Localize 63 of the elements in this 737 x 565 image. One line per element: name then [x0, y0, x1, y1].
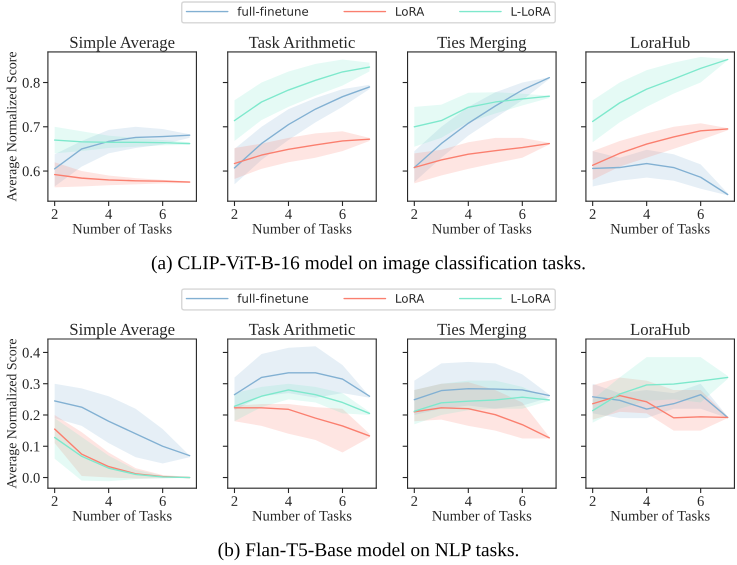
line-series [54, 400, 190, 456]
chart-title: LoraHub [630, 323, 690, 335]
x-tick-label: 2 [590, 209, 596, 219]
chart-title: Task Arithmetic [248, 323, 355, 335]
x-tick-label: 4 [464, 496, 472, 506]
x-tick-label: 6 [160, 209, 166, 220]
x-axis-title: Number of Tasks [432, 223, 532, 234]
legend-label: L-LoRA [512, 7, 550, 16]
x-tick-label: 2 [231, 209, 238, 219]
x-axis-title: Number of Tasks [610, 223, 710, 234]
x-axis-title: Number of Tasks [252, 223, 352, 234]
line-series [54, 436, 190, 478]
y-axis-title: Average Normalized Score [6, 52, 20, 202]
x-tick-label: 2 [411, 209, 418, 219]
x-tick-label: 4 [464, 209, 472, 219]
y-tick-label: 0.3 [22, 379, 40, 389]
x-tick-label: 6 [519, 209, 526, 220]
legend-label: LoRA [396, 7, 424, 16]
x-tick-label: 2 [52, 209, 58, 219]
x-tick-label: 4 [105, 209, 112, 219]
y-axis-title: Average Normalized Score [6, 338, 20, 489]
chart-title: Simple Average [70, 36, 174, 52]
x-axis-title: Number of Tasks [72, 510, 172, 521]
x-tick-label: 2 [231, 496, 238, 506]
x-tick-label: 2 [411, 496, 418, 506]
chart-title: Task Arithmetic [248, 36, 355, 48]
line-series [54, 428, 190, 478]
x-tick-label: 6 [339, 209, 346, 220]
line-series [54, 134, 190, 170]
text: (b) Flan-T5-Base model on NLP tasks. [218, 542, 518, 560]
x-tick-label: 4 [285, 496, 292, 506]
chart-title: Ties Merging [437, 36, 526, 52]
y-tick-label: 0.6 [22, 166, 40, 176]
x-axis-title: Number of Tasks [610, 510, 710, 521]
x-axis-title: Number of Tasks [72, 223, 172, 234]
x-axis-title: Number of Tasks [432, 510, 532, 521]
legend-label: full-finetune [238, 6, 308, 16]
chart-title: Ties Merging [437, 324, 526, 338]
legend-label: LoRA [396, 294, 424, 303]
y-tick-label: 0.0 [22, 472, 40, 483]
x-tick-label: 2 [590, 496, 596, 506]
x-tick-label: 6 [698, 496, 704, 506]
y-tick-label: 0.4 [22, 348, 40, 358]
x-tick-label: 4 [105, 496, 112, 506]
y-tick-label: 0.1 [22, 442, 40, 452]
y-tick-label: 0.2 [22, 410, 40, 420]
y-tick-label: 0.8 [22, 78, 40, 88]
chart-title: Simple Average [70, 323, 174, 338]
y-tick-label: 0.7 [22, 122, 40, 132]
legend-label: L-LoRA [512, 294, 550, 303]
x-tick-label: 4 [643, 209, 650, 219]
x-tick-label: 4 [643, 496, 650, 506]
line-series [54, 174, 190, 183]
x-tick-label: 6 [519, 496, 526, 506]
x-tick-label: 2 [52, 496, 58, 506]
x-tick-label: 4 [285, 209, 292, 219]
legend-label: full-finetune [238, 294, 308, 303]
x-tick-label: 6 [339, 496, 346, 506]
chart-title: LoraHub [630, 36, 690, 48]
x-tick-label: 6 [160, 496, 166, 506]
x-tick-label: 6 [698, 209, 704, 220]
x-axis-title: Number of Tasks [252, 510, 352, 521]
text: (a) CLIP-ViT-B-16 model on image classification tasks. [152, 255, 585, 274]
